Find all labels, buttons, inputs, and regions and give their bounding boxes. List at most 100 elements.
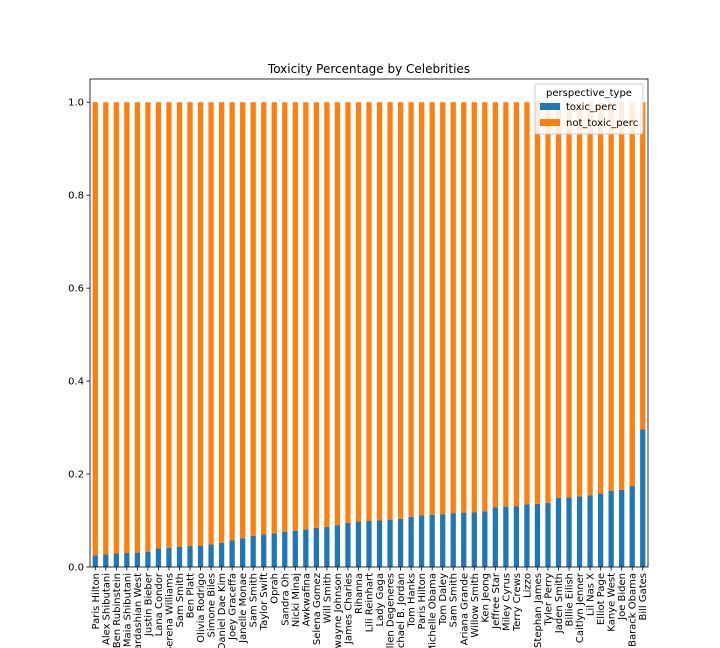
bar-not-toxic-31 <box>419 102 425 516</box>
x-tick-label-6: Lana Condor <box>154 572 165 636</box>
bar-not-toxic-14 <box>240 102 246 539</box>
x-tick-label-14: Janelle Monae <box>238 573 249 644</box>
bar-not-toxic-12 <box>218 102 225 543</box>
bar-not-toxic-5 <box>145 102 151 552</box>
bar-not-toxic-10 <box>197 102 204 546</box>
bar-not-toxic-18 <box>282 102 288 532</box>
x-tick-label-21: Selena Gomez <box>312 573 323 645</box>
bar-toxic-20 <box>303 529 309 567</box>
x-tick-label-33: Tom Daley <box>438 573 449 626</box>
bar-toxic-15 <box>250 535 256 567</box>
x-tick-label-7: Serena Williams <box>164 573 175 648</box>
x-tick-label-24: James Charles <box>343 573 354 645</box>
x-tick-label-48: Elliot Page <box>596 573 607 625</box>
x-tick-label-15: Sam Smith <box>249 573 260 628</box>
legend: perspective_type toxic_perc not_toxic_pe… <box>534 83 644 135</box>
x-tick-label-34: Sam Smith <box>449 573 460 628</box>
bar-not-toxic-47 <box>587 102 593 496</box>
bar-not-toxic-21 <box>313 102 319 528</box>
bar-not-toxic-48 <box>597 102 604 494</box>
y-tick-label-0: 0.0 <box>68 563 84 574</box>
x-tick-label-27: Lady Gaga <box>375 573 386 627</box>
x-tick-label-18: Sandra Oh <box>280 573 291 626</box>
x-tick-label-10: Olivia Rodrigo <box>196 573 207 643</box>
bar-toxic-13 <box>229 540 235 567</box>
x-tick-label-38: Jeffree Star <box>491 572 502 630</box>
bar-toxic-29 <box>397 518 404 567</box>
bar-toxic-30 <box>408 516 414 567</box>
bar-toxic-49 <box>608 490 614 567</box>
bar-not-toxic-0 <box>92 102 98 556</box>
bar-not-toxic-15 <box>250 102 256 536</box>
bar-not-toxic-36 <box>471 102 477 513</box>
bar-not-toxic-51 <box>629 102 635 487</box>
bar-not-toxic-8 <box>176 102 183 548</box>
bar-not-toxic-2 <box>113 102 119 554</box>
bar-toxic-39 <box>503 506 509 567</box>
bar-toxic-48 <box>597 493 604 567</box>
x-tick-label-0: Paris Hilton <box>91 573 102 629</box>
bar-toxic-28 <box>387 519 393 567</box>
x-tick-label-50: Joe Biden <box>617 573 628 621</box>
bar-toxic-11 <box>208 544 214 567</box>
x-tick-label-49: Kanye West <box>607 573 618 632</box>
bar-not-toxic-42 <box>534 102 541 504</box>
y-tick-label-4: 0.8 <box>68 191 84 202</box>
bar-not-toxic-20 <box>303 102 309 530</box>
bar-not-toxic-39 <box>503 102 509 507</box>
bar-not-toxic-35 <box>461 102 467 513</box>
x-tick-label-30: Tom Hanks <box>407 573 418 628</box>
bar-toxic-19 <box>292 530 298 567</box>
x-tick-label-28: Ellen Degeneres <box>386 573 397 648</box>
bar-not-toxic-52 <box>640 102 646 430</box>
bar-not-toxic-7 <box>166 102 172 548</box>
x-tick-label-39: Miley Cyrus <box>501 573 512 631</box>
x-tick-label-45: Billie Eilish <box>565 573 576 627</box>
bar-not-toxic-37 <box>482 102 488 512</box>
bar-toxic-50 <box>619 489 625 567</box>
bar-toxic-46 <box>576 496 583 567</box>
bar-toxic-2 <box>113 553 119 567</box>
x-tick-label-52: Bill Gates <box>638 573 649 621</box>
bar-not-toxic-11 <box>208 102 214 545</box>
x-axis: Paris Hilton Alex Shibutani Ben Rubinstein… <box>91 567 649 648</box>
x-tick-label-20: Awkwafina <box>301 573 312 626</box>
bar-toxic-26 <box>366 520 372 567</box>
x-tick-label-23: Dwayne Johnson <box>333 573 344 648</box>
x-tick-label-9: Ben Platt <box>186 573 197 618</box>
x-tick-label-29: Michael B. Jordan <box>396 573 407 648</box>
bar-toxic-27 <box>376 520 383 567</box>
x-tick-label-37: Ken Jeong <box>480 573 491 623</box>
x-tick-label-13: Joey Graceffa <box>228 573 239 641</box>
y-tick-label-3: 0.6 <box>68 284 84 295</box>
y-tick-label-1: 0.2 <box>68 470 84 481</box>
x-tick-label-51: Barack Obama <box>628 573 639 647</box>
y-axis: 0.0 0.2 0.4 0.6 0.8 1.0 <box>68 98 90 574</box>
legend-label-not-toxic: not_toxic_perc <box>566 118 638 129</box>
bar-not-toxic-45 <box>566 102 572 498</box>
x-tick-label-11: Simone Biles <box>207 573 218 637</box>
bar-toxic-33 <box>440 514 446 567</box>
bar-not-toxic-19 <box>292 102 298 531</box>
bar-toxic-1 <box>103 554 109 567</box>
bar-not-toxic-44 <box>555 102 562 498</box>
x-tick-label-4: Kardashian West <box>133 573 144 648</box>
x-tick-label-2: Ben Rubinstein <box>112 573 123 648</box>
bar-not-toxic-24 <box>345 102 351 523</box>
bar-not-toxic-3 <box>124 102 130 554</box>
bar-not-toxic-41 <box>524 102 530 505</box>
x-tick-label-12: Daniel Dae Kim <box>217 573 228 648</box>
x-tick-label-26: Lili Reinhart <box>365 573 376 632</box>
bar-toxic-36 <box>471 512 477 567</box>
bar-toxic-37 <box>482 511 488 567</box>
x-tick-label-35: Ariana Grande <box>459 573 470 645</box>
bar-not-toxic-32 <box>429 102 435 515</box>
bar-toxic-23 <box>334 525 341 567</box>
bar-toxic-34 <box>450 513 456 567</box>
legend-box <box>534 83 644 135</box>
bar-toxic-24 <box>345 522 351 567</box>
x-tick-label-17: Oprah <box>270 573 281 604</box>
bar-not-toxic-43 <box>545 102 551 503</box>
bar-toxic-41 <box>524 504 530 567</box>
